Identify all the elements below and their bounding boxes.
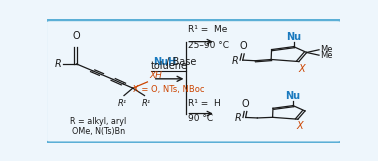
Text: R: R xyxy=(232,56,239,66)
Text: X = O, NTs, NBoc: X = O, NTs, NBoc xyxy=(133,85,204,94)
Text: O: O xyxy=(242,99,249,109)
Text: X: X xyxy=(296,121,303,131)
Text: Me: Me xyxy=(320,45,333,54)
Text: R: R xyxy=(234,113,241,123)
Text: Nu: Nu xyxy=(285,91,301,101)
Text: OMe, N(Ts)Bn: OMe, N(Ts)Bn xyxy=(72,127,125,136)
Text: X: X xyxy=(298,64,305,74)
Text: O: O xyxy=(73,31,81,41)
Text: XH: XH xyxy=(149,71,162,80)
Text: R¹: R¹ xyxy=(141,99,150,108)
Text: R¹: R¹ xyxy=(118,99,127,108)
Text: R = alkyl, aryl: R = alkyl, aryl xyxy=(70,117,127,126)
Text: O: O xyxy=(239,41,247,51)
Text: / Base: / Base xyxy=(163,57,196,67)
Text: 25–90 °C: 25–90 °C xyxy=(188,41,229,50)
FancyBboxPatch shape xyxy=(46,20,342,143)
Text: Me: Me xyxy=(320,51,333,60)
Text: R¹ =  H: R¹ = H xyxy=(188,99,221,108)
Text: 90 °C: 90 °C xyxy=(188,114,213,123)
Text: Nu: Nu xyxy=(286,32,301,42)
Text: NuH: NuH xyxy=(153,57,177,67)
Text: toluene: toluene xyxy=(150,61,187,71)
Text: R¹ =  Me: R¹ = Me xyxy=(188,25,227,34)
Text: R: R xyxy=(55,59,62,69)
